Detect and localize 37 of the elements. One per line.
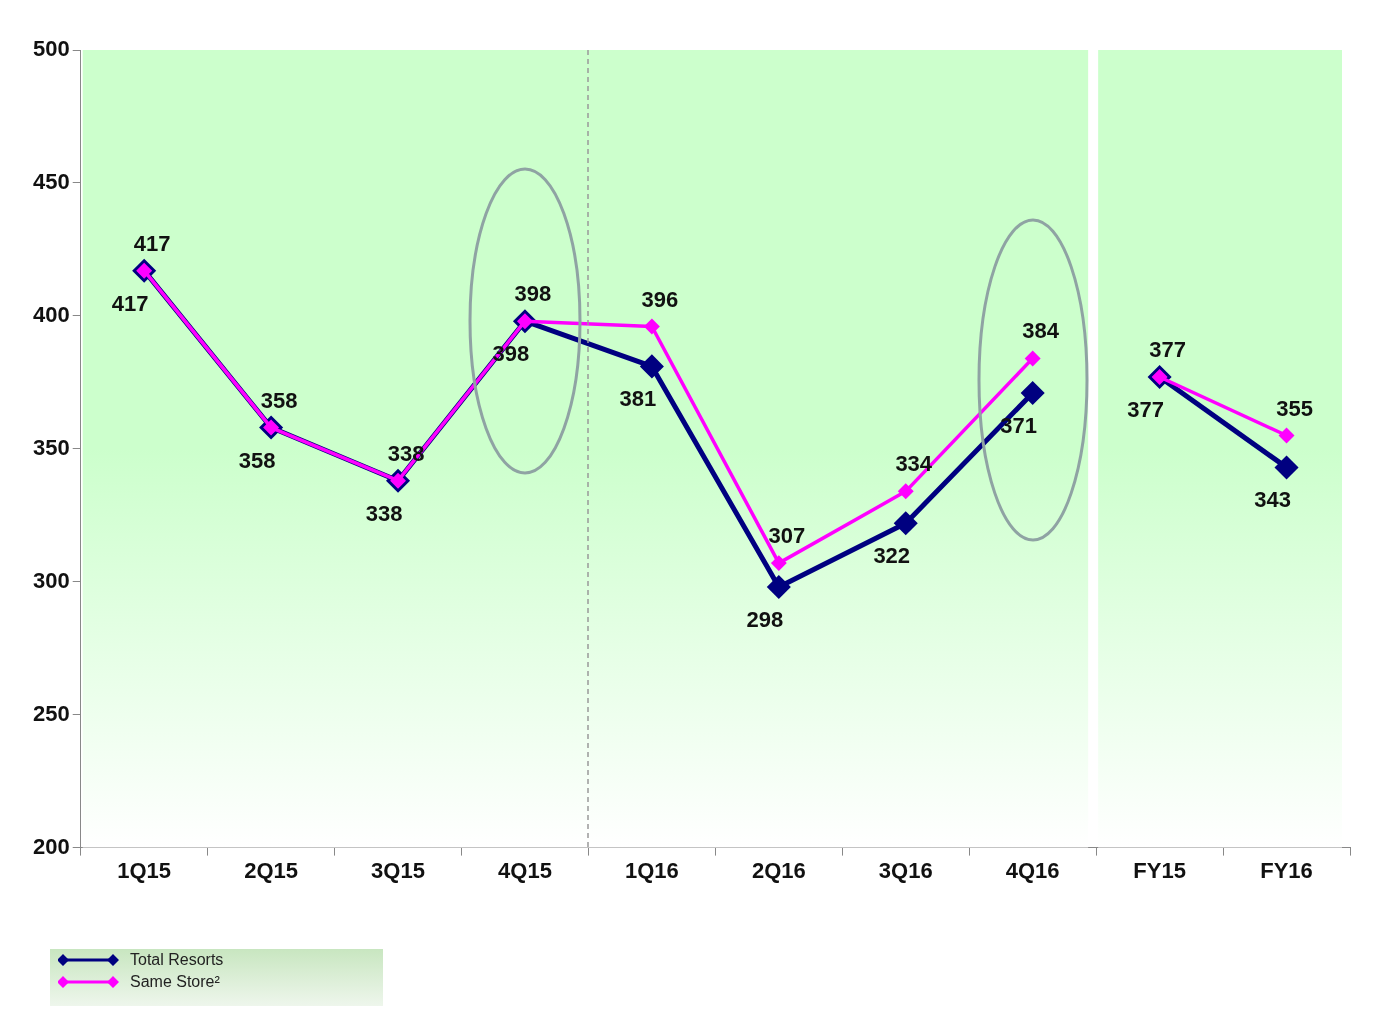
data-label: 334 xyxy=(895,451,933,477)
x-tick-label: 2Q16 xyxy=(751,857,806,883)
data-label: 377 xyxy=(1127,397,1164,423)
data-label: 322 xyxy=(873,543,911,569)
y-tick-label: 200 xyxy=(32,833,70,859)
y-tick-label: 400 xyxy=(32,301,70,327)
data-label: 358 xyxy=(238,447,276,473)
y-tick-label: 300 xyxy=(32,567,70,593)
x-tick-label: 4Q16 xyxy=(1005,857,1060,883)
data-label: 396 xyxy=(641,286,679,312)
data-label: 307 xyxy=(768,523,806,549)
data-label: 358 xyxy=(260,387,298,413)
x-tick-label: FY16 xyxy=(1260,857,1313,883)
x-tick-label: 3Q15 xyxy=(371,857,425,883)
data-label: 417 xyxy=(133,230,171,256)
data-label: 377 xyxy=(1149,337,1186,363)
data-label: 338 xyxy=(365,500,403,526)
data-label: 343 xyxy=(1254,487,1291,513)
y-tick-label: 450 xyxy=(32,169,70,194)
data-label: 298 xyxy=(746,607,784,633)
x-tick-label: 3Q16 xyxy=(878,857,933,883)
x-tick-label: FY15 xyxy=(1133,857,1186,883)
data-label: 417 xyxy=(111,290,149,316)
x-tick-label: 2Q15 xyxy=(244,857,299,883)
y-tick-label: 250 xyxy=(32,700,70,726)
x-tick-label: 1Q15 xyxy=(117,857,172,883)
data-label: 371 xyxy=(1000,412,1038,438)
legend-label: Total Resorts xyxy=(130,951,224,969)
legend-label: Same Store² xyxy=(130,973,220,991)
y-tick-label: 350 xyxy=(32,434,70,460)
x-tick-label: 4Q15 xyxy=(498,857,552,883)
data-label: 398 xyxy=(514,281,552,307)
data-label: 384 xyxy=(1022,318,1060,344)
y-tick-label: 500 xyxy=(32,36,70,62)
x-tick-label: 1Q16 xyxy=(624,857,679,883)
data-label: 381 xyxy=(619,386,657,412)
data-label: 355 xyxy=(1276,395,1313,421)
